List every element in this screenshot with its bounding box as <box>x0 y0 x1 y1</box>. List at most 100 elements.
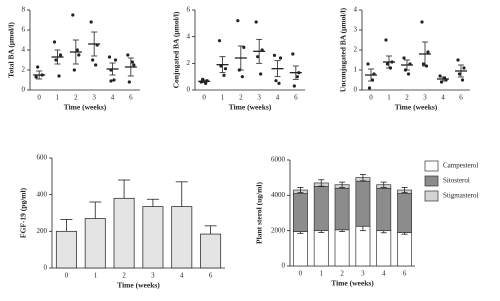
bar-segment <box>376 187 392 232</box>
bar-segment <box>313 230 329 267</box>
x-tick-label: 3 <box>361 270 365 278</box>
x-axis-label: Time (weeks) <box>331 279 374 288</box>
data-point <box>384 38 388 42</box>
x-tick-label: 0 <box>65 272 69 280</box>
data-point <box>259 72 263 76</box>
x-tick-label: 4 <box>111 94 115 102</box>
x-tick-label: 4 <box>382 270 386 278</box>
x-tick-label: 6 <box>209 272 213 280</box>
bar-segment <box>397 193 413 233</box>
x-tick-label: 0 <box>369 94 373 102</box>
bar <box>84 218 106 269</box>
bar <box>113 197 135 269</box>
x-tick-label: 2 <box>122 272 126 280</box>
data-point <box>57 74 61 78</box>
x-tick-label: 2 <box>74 94 78 102</box>
data-point <box>236 19 240 23</box>
data-point <box>94 63 98 67</box>
data-point <box>420 20 424 24</box>
x-tick-label: 6 <box>403 270 407 278</box>
y-tick-label: 6 <box>187 6 191 14</box>
legend-swatch <box>424 160 439 172</box>
y-tick-label: 8 <box>22 6 26 14</box>
data-point <box>109 79 113 83</box>
data-point <box>222 73 226 77</box>
bar-segment <box>313 186 329 232</box>
x-tick-label: 1 <box>387 94 391 102</box>
data-point <box>256 55 260 59</box>
bar <box>200 233 222 269</box>
x-tick-label: 3 <box>257 94 261 102</box>
data-point <box>113 58 118 62</box>
x-tick-label: 2 <box>239 94 243 102</box>
data-point <box>217 39 222 43</box>
y-tick-label: 0 <box>44 264 48 272</box>
data-point <box>426 50 430 54</box>
data-point <box>127 80 131 84</box>
bar-segment <box>355 225 371 267</box>
data-point <box>107 55 112 59</box>
x-tick-label: 3 <box>92 94 96 102</box>
data-point <box>240 75 244 79</box>
y-tick-label: 4 <box>187 32 191 40</box>
data-point <box>402 56 406 60</box>
y-tick-label: 2 <box>354 46 358 54</box>
y-axis-label: Plant sterol (ug/ml) <box>255 182 264 244</box>
y-tick-label: 0 <box>282 262 286 270</box>
data-point <box>366 62 370 66</box>
data-point <box>277 81 281 85</box>
x-axis-label: Time (weeks) <box>64 103 107 112</box>
x-tick-label: 1 <box>320 270 324 278</box>
data-point <box>462 66 466 70</box>
data-point <box>367 86 372 90</box>
data-point <box>89 20 93 24</box>
x-tick-label: 1 <box>221 94 225 102</box>
x-tick-label: 6 <box>129 94 133 102</box>
data-point <box>75 48 79 52</box>
data-point <box>223 67 228 71</box>
data-point <box>54 58 58 62</box>
data-point <box>52 40 57 44</box>
x-axis-label: Time (weeks) <box>395 103 438 112</box>
data-point <box>126 53 130 57</box>
x-tick-label: 3 <box>423 94 427 102</box>
legend-label: Campesterol <box>443 162 478 170</box>
x-tick-label: 3 <box>151 272 155 280</box>
bar-segment <box>292 231 308 267</box>
y-tick-label: 0 <box>22 86 26 94</box>
x-tick-label: 2 <box>405 94 409 102</box>
x-tick-label: 1 <box>56 94 60 102</box>
x-axis-label: Time (weeks) <box>229 103 272 112</box>
y-tick-label: 6000 <box>271 156 286 164</box>
data-point <box>406 72 411 76</box>
data-point <box>456 58 460 62</box>
x-tick-label: 2 <box>340 270 344 278</box>
data-point <box>421 62 426 66</box>
data-point <box>292 84 296 88</box>
data-point <box>112 78 116 82</box>
data-point <box>72 68 76 72</box>
y-tick-label: 6 <box>22 26 26 34</box>
y-axis-label: Unconjugated BA (μmol/l) <box>339 7 348 92</box>
x-tick-label: 0 <box>202 94 206 102</box>
data-point <box>71 13 75 17</box>
data-point <box>34 75 38 79</box>
x-tick-label: 6 <box>459 94 463 102</box>
y-tick-label: 200 <box>37 227 48 235</box>
y-tick-label: 4000 <box>271 191 286 199</box>
y-tick-label: 400 <box>37 190 48 198</box>
x-tick-label: 4 <box>276 94 280 102</box>
bar-segment <box>355 180 371 227</box>
legend-label: Sitosterol <box>443 177 470 185</box>
data-point <box>457 72 462 76</box>
y-tick-label: 2 <box>187 59 191 67</box>
x-tick-label: 4 <box>180 272 184 280</box>
legend-label: Stigmasterol <box>443 192 478 200</box>
y-tick-label: 2 <box>22 66 26 74</box>
bar <box>55 230 77 269</box>
bar-segment <box>334 187 350 231</box>
data-point <box>242 45 246 49</box>
bar-segment <box>397 232 413 267</box>
y-tick-label: 3 <box>354 26 358 34</box>
data-point <box>36 65 40 69</box>
